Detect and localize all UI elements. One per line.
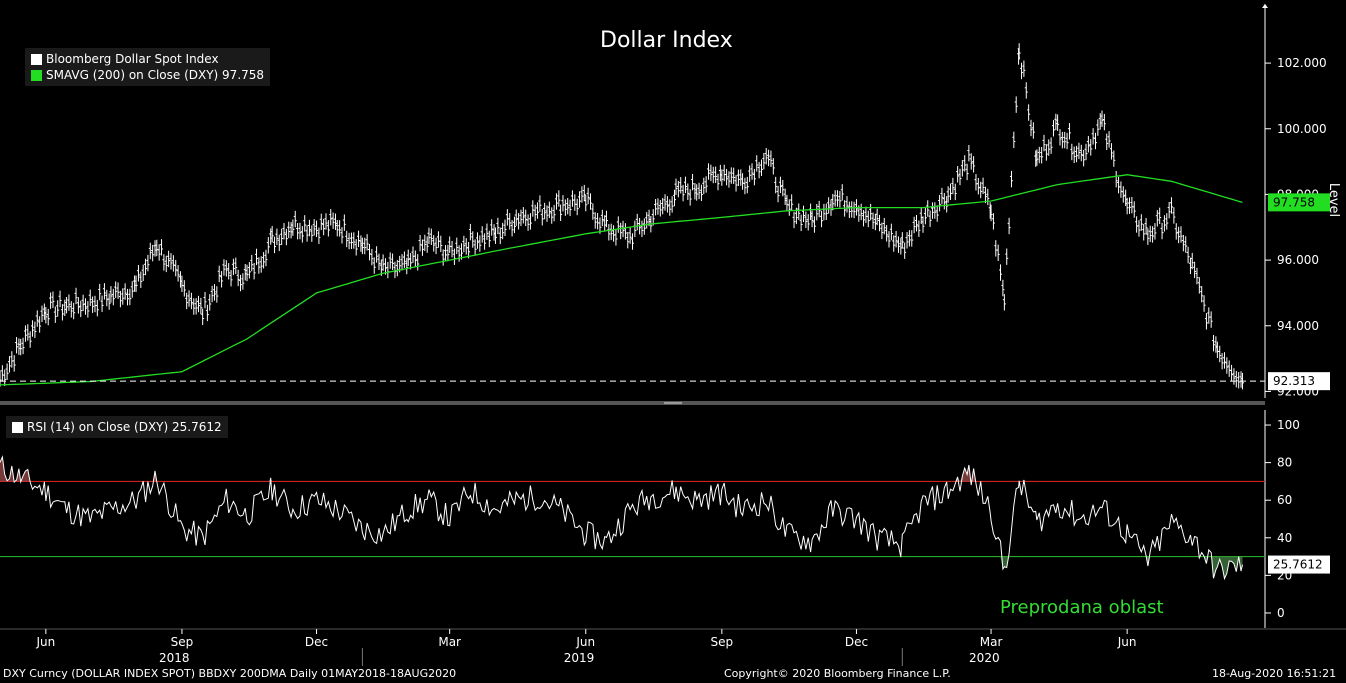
x-month-label: Sep: [171, 635, 194, 649]
price-axis-arrow: [1262, 4, 1268, 8]
sma-tag-label: 97.758: [1273, 195, 1315, 209]
x-month-label: Jun: [1117, 635, 1137, 649]
x-month-label: Jun: [35, 635, 55, 649]
overbought-area: [0, 457, 1243, 482]
legend-label-price: Bloomberg Dollar Spot Index: [46, 52, 219, 66]
legend-label-sma: SMAVG (200) on Close (DXY) 97.758: [46, 68, 265, 82]
rsi-legend: RSI (14) on Close (DXY) 25.7612: [6, 416, 228, 438]
rsi-y-tick-label: 0: [1277, 606, 1285, 620]
x-month-label: Mar: [980, 635, 1003, 649]
chart-title: Dollar Index: [600, 28, 733, 53]
rsi-y-tick-label: 100: [1277, 418, 1300, 432]
price-legend: Bloomberg Dollar Spot Index SMAVG (200) …: [25, 48, 271, 86]
legend-item-sma: SMAVG (200) on Close (DXY) 97.758: [31, 67, 264, 83]
legend-item-rsi: RSI (14) on Close (DXY) 25.7612: [12, 419, 222, 435]
x-month-label: Sep: [711, 635, 734, 649]
x-month-label: Jun: [575, 635, 595, 649]
legend-swatch-price: [31, 53, 42, 65]
footer-timestamp: 18-Aug-2020 16:51:21: [1212, 667, 1337, 680]
rsi-y-tick-label: 60: [1277, 493, 1292, 507]
price-y-tick-label: 96.000: [1277, 253, 1319, 267]
rsi-line: [0, 455, 1243, 581]
legend-item-price: Bloomberg Dollar Spot Index: [31, 51, 264, 67]
oversold-annotation: Preprodana oblast: [1000, 597, 1164, 618]
price-y-tick-label: 94.000: [1277, 319, 1319, 333]
panel-divider: [0, 401, 1265, 405]
x-month-label: Mar: [438, 635, 461, 649]
x-month-label: Dec: [845, 635, 868, 649]
x-year-label: 2019: [564, 651, 595, 665]
rsi-y-tick-label: 80: [1277, 456, 1292, 470]
sma-line: [0, 174, 1243, 386]
rsi-last-tag: [1268, 555, 1330, 574]
panel-resize-handle: [664, 402, 682, 404]
sma-tag: [1268, 193, 1330, 212]
oversold-area: [0, 556, 1243, 579]
x-month-label: Dec: [305, 635, 328, 649]
legend-swatch-rsi: [12, 421, 23, 433]
price-bars: [0, 43, 1245, 390]
price-y-tick-label: 102.000: [1277, 56, 1327, 70]
footer-copyright: Copyright© 2020 Bloomberg Finance L.P.: [724, 667, 951, 680]
x-year-label: 2018: [159, 651, 190, 665]
rsi-last-tag-label: 25.7612: [1273, 558, 1323, 572]
footer-security: DXY Curncy (DOLLAR INDEX SPOT) BBDXY 200…: [3, 667, 457, 680]
last-price-tag: [1268, 372, 1330, 391]
legend-label-rsi: RSI (14) on Close (DXY) 25.7612: [27, 420, 222, 434]
legend-swatch-sma: [31, 69, 42, 81]
x-year-label: 2020: [969, 651, 1000, 665]
rsi-y-tick-label: 40: [1277, 531, 1292, 545]
price-y-tick-label: 100.000: [1277, 122, 1327, 136]
last-price-tag-label: 92.313: [1273, 374, 1315, 388]
